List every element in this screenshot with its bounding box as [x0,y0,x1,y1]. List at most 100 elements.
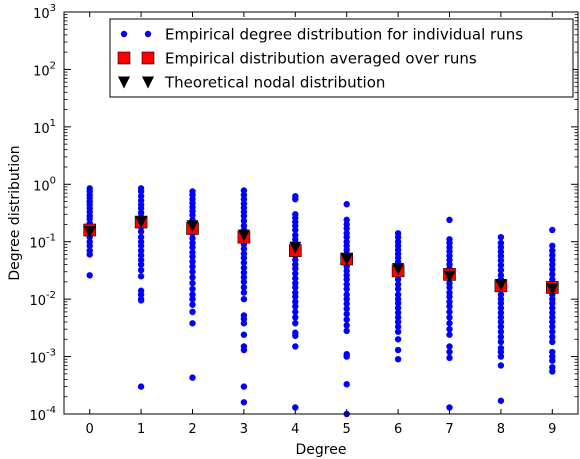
individual-run-point [549,348,556,356]
x-tick-label: 6 [394,422,402,437]
individual-run-point [292,293,299,300]
individual-run-point [394,291,402,298]
individual-run-point [189,295,196,303]
legend-label: Empirical degree distribution for indivi… [165,26,523,44]
individual-run-point [292,343,299,350]
x-tick-label: 5 [343,422,351,437]
individual-run-point [343,285,350,293]
individual-run-point [343,327,350,335]
individual-run-point [497,353,505,360]
x-tick-label: 3 [240,422,248,437]
y-tick-label: 103 [33,3,56,22]
legend-marker [141,51,155,65]
y-tick-label: 102 [33,60,56,79]
individual-run-point [343,233,350,241]
individual-run-point [446,320,453,327]
individual-run-point [189,374,196,381]
individual-run-point [86,251,93,258]
individual-run-point [137,193,145,200]
individual-run-point [137,242,145,249]
individual-run-point [394,328,402,335]
individual-run-point [549,242,556,249]
individual-run-point [240,245,248,253]
individual-run-point [240,259,248,266]
individual-run-point [137,297,145,304]
plot-frame [63,11,579,415]
individual-run-point [394,299,402,307]
individual-run-point [137,188,145,195]
individual-run-point [137,228,145,235]
individual-run-point [549,226,556,234]
individual-run-point [343,201,350,208]
individual-run-point [497,233,505,241]
individual-run-point [292,303,299,310]
individual-run-point [292,308,299,316]
individual-run-point [497,257,505,264]
individual-run-point [292,314,299,321]
individual-run-point [549,261,556,268]
individual-run-point [240,331,248,338]
legend-marker [118,76,130,89]
individual-run-point [343,305,350,312]
individual-run-point [549,314,556,321]
x-tick-label: 4 [291,422,299,437]
theoretical-point [546,283,559,296]
individual-run-point [394,276,402,283]
legend-marker [144,30,152,38]
individual-run-point [240,320,248,327]
y-tick-label: 10-1 [29,233,56,252]
individual-run-point [394,314,402,321]
individual-run-point [497,333,505,341]
individual-run-point [394,355,402,363]
individual-run-point [549,271,556,278]
individual-run-point [549,304,556,312]
individual-run-point [446,303,453,310]
individual-run-point [292,275,299,282]
individual-run-point [497,266,505,274]
individual-run-point [343,295,350,303]
individual-run-point [240,212,248,220]
individual-run-point [394,323,402,330]
y-tick-label: 100 [33,175,56,194]
individual-run-point [549,309,556,316]
individual-run-point [292,270,299,277]
individual-run-point [343,276,350,283]
x-tick-label: 9 [548,422,556,437]
individual-run-point [292,284,299,291]
individual-run-point [446,293,453,300]
individual-run-point [549,266,556,273]
individual-run-point [343,291,350,298]
individual-run-point [446,308,453,316]
individual-run-point [497,338,505,346]
individual-run-point [137,252,145,259]
individual-run-point [446,298,453,305]
individual-run-point [497,318,505,326]
individual-run-point [549,247,556,254]
individual-run-point [549,276,556,283]
individual-run-point [189,253,196,260]
individual-run-point [189,258,196,265]
individual-run-point [189,308,196,316]
x-tick-label: 0 [86,422,94,437]
individual-run-point [137,233,145,241]
individual-run-point [497,397,505,404]
legend-frame [109,18,574,98]
individual-run-point [549,338,556,346]
individual-run-point [394,336,402,343]
theoretical-point [340,253,353,266]
individual-run-point [549,252,556,259]
individual-run-point [240,284,248,291]
individual-run-point [86,242,93,249]
individual-run-point [292,256,299,264]
legend: Empirical degree distribution for indivi… [109,18,574,98]
individual-run-point [549,299,556,307]
individual-run-point [189,274,196,281]
individual-run-point [240,399,248,406]
individual-run-point [137,247,145,254]
individual-run-point [189,320,196,327]
individual-run-point [240,217,248,225]
individual-run-point [549,333,556,341]
individual-run-point [292,265,299,272]
individual-run-point [549,256,556,264]
individual-run-point [240,195,248,203]
